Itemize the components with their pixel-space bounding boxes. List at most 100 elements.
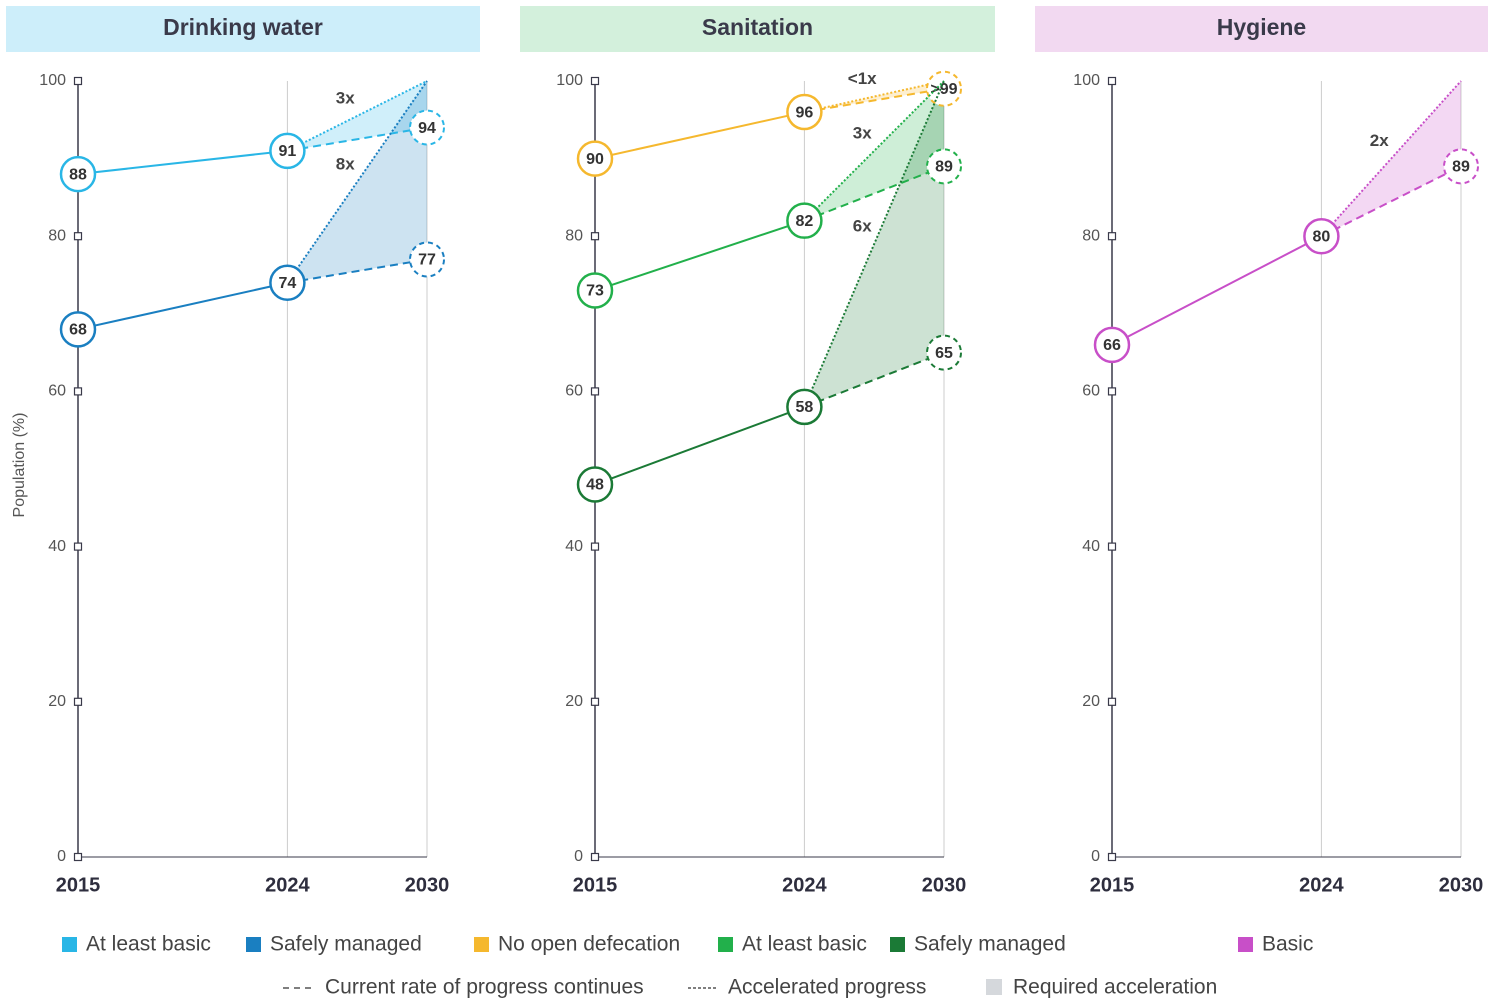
acceleration-label: 6x [853, 216, 872, 235]
data-point [576, 140, 614, 177]
y-tick-label: 80 [565, 227, 583, 244]
x-tick-label: 2015 [1090, 874, 1135, 896]
y-tick-label: 0 [1091, 848, 1100, 865]
data-label: 77 [418, 252, 436, 269]
legend-label: Safely managed [270, 933, 422, 956]
series-line [594, 219, 805, 292]
panel-header [520, 6, 995, 52]
projection-line [804, 165, 945, 222]
series-line [1111, 235, 1322, 346]
projection-line [287, 126, 428, 152]
data-label: 90 [586, 151, 604, 168]
data-label: 91 [279, 143, 297, 160]
accelerated-line [286, 80, 428, 284]
data-point [269, 132, 306, 170]
acceleration-label: 2x [1370, 131, 1389, 150]
y-tick-mark [590, 387, 600, 396]
data-label: 58 [796, 399, 814, 416]
series-line [77, 149, 288, 176]
y-tick-mark [1107, 852, 1117, 862]
legend-swatch [474, 937, 489, 952]
x-tick-label: 2030 [1439, 874, 1484, 896]
data-point [786, 202, 823, 239]
y-tick-mark [590, 542, 600, 551]
legend-swatch [718, 937, 733, 952]
legend-label: Accelerated progress [728, 976, 926, 999]
acceleration-label: 3x [336, 88, 355, 107]
legend-swatch [246, 937, 261, 952]
data-label: 48 [586, 477, 604, 494]
y-tick-mark [73, 852, 83, 862]
y-tick-label: 60 [1082, 383, 1100, 400]
projection-line [1320, 165, 1462, 238]
y-tick-label: 0 [574, 848, 583, 865]
y-tick-label: 100 [39, 72, 66, 89]
panel-title: Hygiene [1217, 14, 1306, 40]
panel-header [6, 6, 480, 52]
legend-label: Basic [1262, 933, 1313, 956]
data-label: 74 [279, 275, 297, 292]
y-tick-mark [1107, 542, 1117, 551]
y-tick-mark [1107, 697, 1117, 706]
series-line [594, 405, 805, 486]
y-tick-label: 60 [565, 383, 583, 400]
acceleration-label: 8x [336, 154, 355, 173]
legend-swatch [986, 979, 1002, 995]
data-label: >99 [930, 81, 957, 98]
data-point [786, 388, 823, 426]
x-tick-label: 2024 [1299, 874, 1344, 896]
y-tick-mark [73, 232, 83, 241]
data-point [786, 93, 823, 131]
y-tick-mark [73, 697, 83, 706]
y-tick-mark [590, 697, 600, 706]
y-tick-mark [590, 76, 600, 86]
legend-swatch [1238, 937, 1253, 952]
data-label: 89 [1452, 159, 1470, 176]
y-tick-label: 40 [48, 538, 66, 555]
legend-swatch [62, 937, 77, 952]
y-tick-label: 60 [48, 383, 66, 400]
data-point [576, 466, 614, 503]
x-tick-label: 2015 [56, 874, 101, 896]
data-point [409, 109, 445, 146]
y-tick-mark [1107, 76, 1117, 86]
y-tick-label: 80 [1082, 227, 1100, 244]
data-label: 82 [796, 213, 814, 230]
y-tick-mark [73, 387, 83, 396]
data-label: 96 [796, 104, 814, 121]
legend-label: Required acceleration [1013, 976, 1217, 999]
y-tick-label: 20 [48, 693, 66, 710]
accelerated-line [803, 80, 945, 408]
y-tick-mark [1107, 387, 1117, 396]
series-line [77, 281, 288, 331]
y-tick-label: 40 [565, 538, 583, 555]
data-point [269, 264, 306, 302]
data-point [59, 155, 97, 193]
y-tick-mark [73, 76, 83, 86]
data-label: 66 [1103, 337, 1121, 354]
data-point [1443, 148, 1479, 185]
y-axis-label: Population (%) [11, 413, 28, 518]
y-tick-label: 20 [1082, 693, 1100, 710]
y-tick-label: 80 [48, 227, 66, 244]
y-tick-label: 20 [565, 693, 583, 710]
panel-header [1035, 6, 1488, 52]
legend-label: At least basic [742, 933, 867, 956]
data-label: 89 [935, 159, 953, 176]
data-point [1093, 326, 1131, 364]
y-tick-label: 40 [1082, 538, 1100, 555]
y-tick-mark [73, 542, 83, 551]
projection-line [287, 258, 428, 284]
legend-swatch [890, 937, 905, 952]
data-label: 94 [418, 120, 436, 137]
x-tick-label: 2030 [922, 874, 967, 896]
data-label: 68 [69, 322, 87, 339]
y-tick-label: 0 [57, 848, 66, 865]
data-point [1303, 217, 1340, 255]
acceleration-label: <1x [848, 69, 877, 88]
data-label: 73 [586, 283, 604, 300]
projection-line [804, 351, 945, 408]
data-label: 65 [935, 345, 953, 362]
y-tick-mark [1107, 232, 1117, 241]
legend-label: Current rate of progress continues [325, 976, 644, 999]
